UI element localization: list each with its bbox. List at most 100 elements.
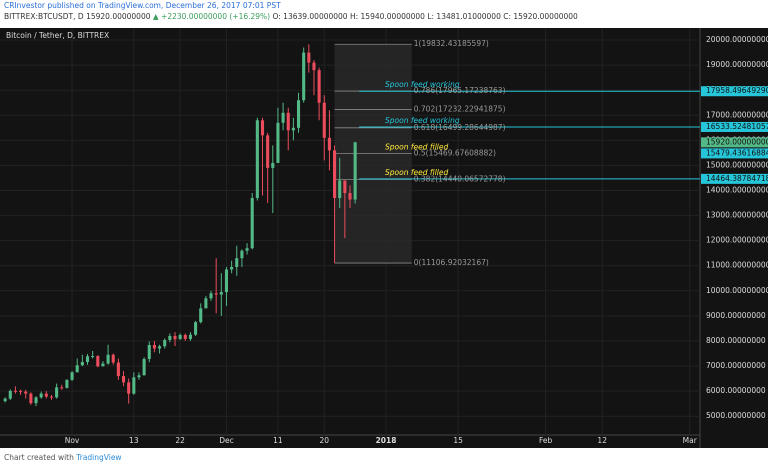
candle-body	[60, 387, 64, 389]
fib-label: 1(19832.43185597)	[414, 39, 489, 48]
candle-body	[85, 356, 90, 363]
level-label: 16533.52481057	[706, 122, 768, 131]
candle-body	[24, 391, 28, 394]
y-tick-label: 6000.00000000	[706, 386, 766, 395]
candle-body	[343, 180, 347, 194]
candle-body	[106, 354, 110, 364]
candle-body	[19, 391, 23, 393]
level-tag	[701, 173, 768, 184]
candle-body	[214, 293, 218, 295]
candle-body	[39, 393, 43, 398]
candle-body	[3, 398, 7, 402]
fib-label: 0.382(14440.06572778)	[414, 174, 506, 183]
close: C: 15920.00000000	[503, 12, 578, 21]
brand: TradingView	[75, 453, 121, 462]
symbol: BITTREX:BTCUSDT, D	[4, 12, 84, 21]
candle-body	[91, 356, 95, 358]
candle-body	[178, 334, 182, 340]
level-tag	[701, 137, 768, 148]
candle-body	[209, 293, 213, 299]
candle-body	[127, 382, 131, 394]
candle-body	[183, 334, 187, 339]
x-tick-label: 11	[273, 436, 283, 445]
y-tick-label: 8000.00000000	[706, 336, 766, 345]
candle-body	[44, 393, 48, 397]
x-tick-label: Mar	[683, 436, 698, 445]
annotation: Spoon feed working	[385, 116, 460, 125]
candle-body	[307, 52, 311, 63]
open: O: 13639.00000000	[272, 12, 347, 21]
x-tick-label: Feb	[539, 436, 553, 445]
footer-bar	[0, 448, 768, 467]
y-tick-label: 13000.00000000	[706, 211, 768, 220]
fib-label: 0.786(17965.17238763)	[414, 86, 506, 95]
fib-label: 0.5(15469.67608882)	[414, 149, 496, 158]
candle-body	[291, 127, 295, 131]
y-tick-label: 12000.00000000	[706, 236, 768, 245]
y-tick-label: 7000.00000000	[706, 361, 766, 370]
candle-body	[13, 390, 17, 392]
y-tick-label: 17000.00000000	[706, 110, 768, 119]
candle-body	[327, 137, 331, 151]
x-tick-label: 12	[597, 436, 607, 445]
level-tag	[701, 148, 768, 159]
candle-body	[302, 52, 306, 101]
candle-body	[250, 198, 254, 249]
high: H: 15940.00000000	[350, 12, 425, 21]
published: CRInvestor published on TradingView.com,…	[4, 1, 281, 10]
candle-body	[219, 292, 223, 295]
candle-body	[152, 344, 156, 349]
annotation: Spoon feed filled	[385, 168, 448, 177]
annotation: Spoon feed working	[385, 80, 460, 89]
level-label: 14464.38784718	[706, 174, 768, 183]
candle-body	[111, 354, 115, 363]
candle-body	[333, 150, 337, 199]
fib-label: 0(11106.92032167)	[414, 258, 489, 267]
candle-body	[142, 359, 146, 376]
y-tick-label: 15000.00000000	[706, 160, 768, 169]
candle-body	[65, 379, 69, 388]
candle-body	[70, 372, 74, 380]
x-tick-label: Dec	[219, 436, 234, 445]
candle-body	[137, 375, 141, 378]
fib-label: 0.618(16499.28644987)	[414, 123, 506, 132]
y-tick-label: 10000.00000000	[706, 286, 768, 295]
candle-body	[353, 142, 357, 200]
y-tick-label: 19000.00000000	[706, 60, 768, 69]
quote-line: BITTREX:BTCUSDT, D 15920.00000000 ▲ +223…	[4, 12, 578, 21]
candle-body	[245, 248, 249, 251]
y-tick-label: 14000.00000000	[706, 185, 768, 194]
candle-body	[271, 162, 275, 168]
candle-body	[281, 112, 285, 123]
footer: Chart created with TradingView	[4, 453, 122, 462]
candle-body	[255, 120, 259, 199]
candle-body	[260, 120, 265, 136]
x-tick-label: 20	[319, 436, 329, 445]
candle-body	[49, 396, 54, 398]
candle-body	[240, 250, 244, 259]
candle-body	[116, 362, 120, 377]
marks	[3, 43, 700, 407]
candle-body	[173, 335, 177, 340]
candle-body	[348, 193, 352, 200]
candle-body	[29, 393, 33, 404]
candle-body	[338, 180, 342, 199]
change: ▲ +2230.00000000 (+16.29%)	[153, 12, 270, 21]
level-label: 15479.43616884	[706, 148, 768, 157]
candle-body	[276, 122, 280, 163]
candle-body	[80, 362, 84, 366]
candle-body	[163, 339, 167, 347]
candle-body	[296, 100, 301, 128]
candle-body	[317, 70, 321, 103]
candle-body	[286, 112, 290, 131]
candle-body	[312, 62, 316, 71]
x-tick-label: Nov	[65, 436, 80, 445]
candle-body	[204, 298, 208, 309]
candle-body	[132, 377, 136, 394]
candle-body	[322, 102, 326, 138]
candle-body	[168, 335, 172, 340]
x-tick-label: 15	[453, 436, 463, 445]
candle-body	[224, 269, 229, 293]
